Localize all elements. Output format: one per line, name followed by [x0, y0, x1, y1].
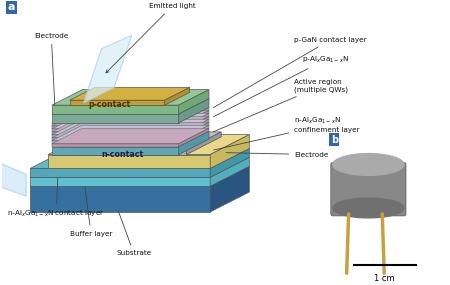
Ellipse shape	[333, 198, 404, 218]
Polygon shape	[70, 87, 190, 100]
Text: b: b	[331, 135, 338, 145]
Polygon shape	[52, 122, 209, 138]
Polygon shape	[30, 157, 249, 177]
Polygon shape	[179, 125, 209, 144]
Polygon shape	[179, 131, 209, 154]
Text: Emitted light: Emitted light	[106, 3, 196, 73]
Polygon shape	[76, 132, 221, 150]
Polygon shape	[48, 154, 210, 168]
Text: n-contact: n-contact	[101, 150, 143, 158]
Polygon shape	[84, 35, 132, 103]
Text: p-Al$_x$Ga$_{1-x}$N: p-Al$_x$Ga$_{1-x}$N	[213, 55, 349, 117]
Polygon shape	[210, 135, 249, 168]
Polygon shape	[52, 147, 179, 154]
Polygon shape	[52, 125, 209, 141]
Polygon shape	[30, 186, 210, 212]
Polygon shape	[179, 89, 209, 114]
Polygon shape	[52, 144, 179, 147]
Polygon shape	[179, 119, 209, 138]
Polygon shape	[179, 116, 209, 135]
Polygon shape	[70, 100, 165, 105]
Polygon shape	[52, 128, 209, 144]
Polygon shape	[210, 157, 249, 186]
Polygon shape	[30, 166, 249, 186]
Polygon shape	[52, 113, 209, 129]
Polygon shape	[52, 119, 209, 135]
Polygon shape	[52, 141, 179, 144]
Polygon shape	[179, 113, 209, 132]
Polygon shape	[186, 132, 221, 154]
Polygon shape	[52, 89, 209, 105]
Polygon shape	[52, 129, 179, 132]
Polygon shape	[52, 135, 179, 138]
Text: n-Al$_x$Ga$_{1-x}$N
confinement layer: n-Al$_x$Ga$_{1-x}$N confinement layer	[214, 116, 360, 150]
Text: Buffer layer: Buffer layer	[70, 187, 112, 237]
Polygon shape	[210, 148, 249, 177]
Text: a: a	[7, 2, 15, 12]
Polygon shape	[52, 138, 179, 141]
Polygon shape	[179, 122, 209, 141]
Text: p-GaN contact layer: p-GaN contact layer	[213, 37, 367, 108]
Polygon shape	[52, 116, 209, 132]
Text: Electrode: Electrode	[226, 152, 328, 158]
Text: p-contact: p-contact	[89, 100, 131, 109]
Ellipse shape	[333, 154, 404, 175]
Polygon shape	[52, 131, 209, 147]
Polygon shape	[30, 148, 249, 168]
Polygon shape	[179, 107, 209, 126]
Polygon shape	[179, 99, 209, 123]
Polygon shape	[76, 150, 186, 154]
Polygon shape	[52, 126, 179, 129]
Polygon shape	[179, 128, 209, 147]
Polygon shape	[52, 99, 209, 114]
Polygon shape	[0, 162, 26, 196]
Polygon shape	[52, 105, 179, 114]
Polygon shape	[48, 135, 249, 154]
Polygon shape	[30, 168, 210, 177]
Text: Substrate: Substrate	[116, 211, 152, 256]
Text: Electrode: Electrode	[34, 33, 68, 104]
Polygon shape	[179, 110, 209, 129]
Polygon shape	[52, 110, 209, 126]
Text: n-Al$_x$Ga$_{1-x}$N contact layer: n-Al$_x$Ga$_{1-x}$N contact layer	[7, 178, 105, 219]
Polygon shape	[52, 114, 179, 123]
FancyBboxPatch shape	[331, 162, 406, 216]
Polygon shape	[52, 107, 209, 123]
Polygon shape	[30, 177, 210, 186]
Polygon shape	[52, 132, 179, 135]
Polygon shape	[165, 87, 190, 105]
Polygon shape	[52, 123, 179, 126]
Polygon shape	[210, 166, 249, 212]
Text: 1 cm: 1 cm	[374, 274, 395, 283]
Text: Active region
(multiple QWs): Active region (multiple QWs)	[213, 79, 348, 132]
